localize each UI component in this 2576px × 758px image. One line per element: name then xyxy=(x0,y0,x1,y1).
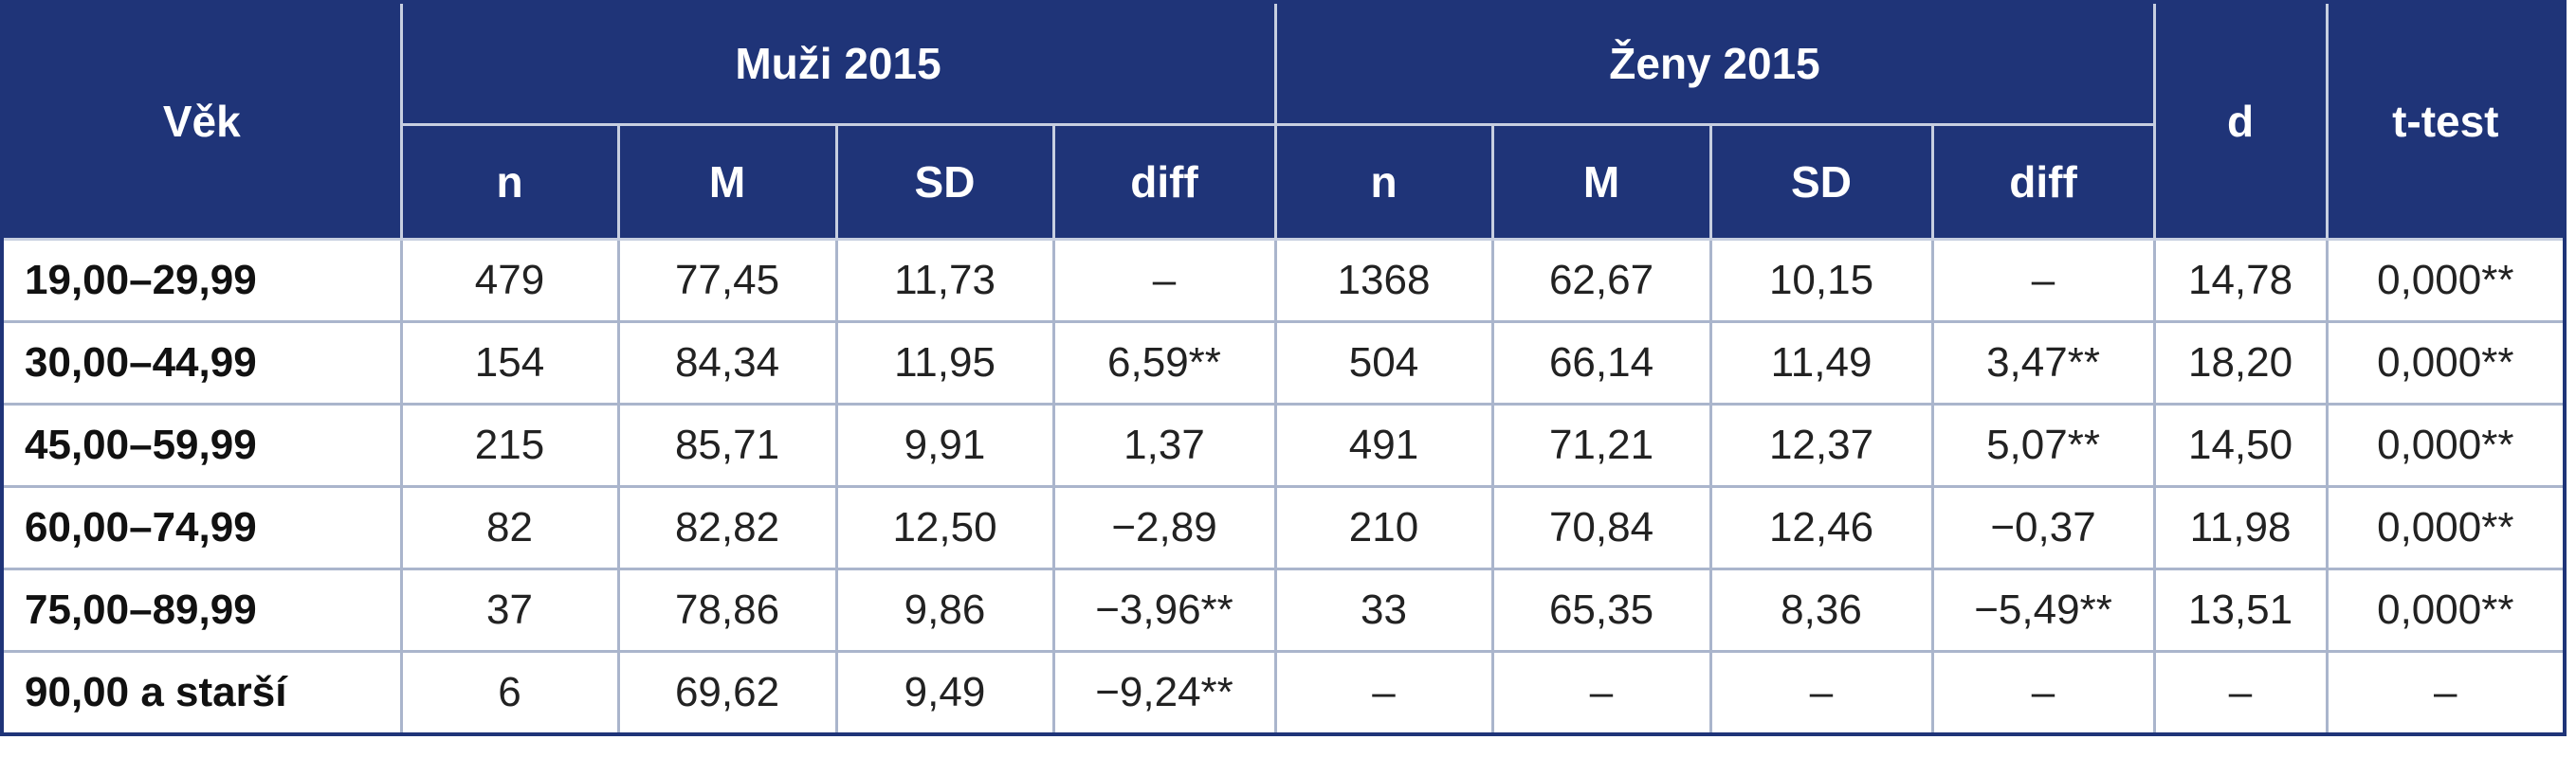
value-cell: 12,46 xyxy=(1708,485,1934,570)
value-cell: – xyxy=(1051,238,1277,323)
age-cell: 60,00–74,99 xyxy=(0,485,403,570)
value-cell: – xyxy=(1273,650,1494,736)
column-header: diff xyxy=(1051,123,1277,241)
value-cell: 12,50 xyxy=(834,485,1055,570)
value-cell: −9,24** xyxy=(1051,650,1277,736)
value-cell: 0,000** xyxy=(2325,320,2567,406)
column-header: M xyxy=(1490,123,1712,241)
value-cell: 0,000** xyxy=(2325,485,2567,570)
value-cell: – xyxy=(1708,650,1934,736)
value-cell: 5,07** xyxy=(1930,403,2156,488)
value-cell: 11,73 xyxy=(834,238,1055,323)
value-cell: – xyxy=(1930,650,2156,736)
value-cell: – xyxy=(1490,650,1712,736)
value-cell: 12,37 xyxy=(1708,403,1934,488)
value-cell: 69,62 xyxy=(616,650,838,736)
value-cell: 66,14 xyxy=(1490,320,1712,406)
value-cell: 3,47** xyxy=(1930,320,2156,406)
column-header: SD xyxy=(1708,123,1934,241)
column-header: n xyxy=(1273,123,1494,241)
age-cell: 19,00–29,99 xyxy=(0,238,403,323)
value-cell: 6,59** xyxy=(1051,320,1277,406)
table-body: 19,00–29,99 479 77,45 11,73–1368 62,67 10,15–… xyxy=(0,238,2567,736)
age-cell: 45,00–59,99 xyxy=(0,403,403,488)
value-cell: 82 xyxy=(399,485,620,570)
subheader-row: n M SD diff n M SD diff xyxy=(2,123,2565,241)
value-cell: 9,91 xyxy=(834,403,1055,488)
results-table: Věk Muži 2015 Ženy 2015 d t-test n M SD diff n M… xyxy=(0,0,2567,736)
value-cell: 70,84 xyxy=(1490,485,1712,570)
value-cell: 18,20 xyxy=(2152,320,2329,406)
table-row: 90,00 a starší 6 69,62 9,49 −9,24** – – – – – – xyxy=(0,650,2567,736)
value-cell: – xyxy=(2325,650,2567,736)
value-cell: 11,98 xyxy=(2152,485,2329,570)
table-row: 60,00–74,99 82 82,82 12,50 −2,89 210 70,84 12,4… xyxy=(0,485,2567,570)
value-cell: 0,000** xyxy=(2325,238,2567,323)
value-cell: 14,78 xyxy=(2152,238,2329,323)
table-row: 75,00–89,99 37 78,86 9,86 −3,96** 33 65,35 8,36… xyxy=(0,568,2567,653)
age-cell: 90,00 a starší xyxy=(0,650,403,736)
value-cell: 210 xyxy=(1273,485,1494,570)
value-cell: 9,49 xyxy=(834,650,1055,736)
value-cell: 0,000** xyxy=(2325,568,2567,653)
value-cell: 71,21 xyxy=(1490,403,1712,488)
value-cell: 491 xyxy=(1273,403,1494,488)
column-header: n xyxy=(399,123,620,241)
value-cell: 84,34 xyxy=(616,320,838,406)
age-cell: 30,00–44,99 xyxy=(0,320,403,406)
value-cell: 9,86 xyxy=(834,568,1055,653)
value-cell: 215 xyxy=(399,403,620,488)
value-cell: 11,95 xyxy=(834,320,1055,406)
value-cell: 85,71 xyxy=(616,403,838,488)
value-cell: 1,37 xyxy=(1051,403,1277,488)
value-cell: – xyxy=(2152,650,2329,736)
table-row: 30,00–44,99 154 84,34 11,95 6,59** 504 66,14 11… xyxy=(0,320,2567,406)
value-cell: 65,35 xyxy=(1490,568,1712,653)
value-cell: −3,96** xyxy=(1051,568,1277,653)
value-cell: 37 xyxy=(399,568,620,653)
value-cell: 0,000** xyxy=(2325,403,2567,488)
age-header: Věk xyxy=(0,0,403,241)
value-cell: −0,37 xyxy=(1930,485,2156,570)
value-cell: – xyxy=(1930,238,2156,323)
group-header: Ženy 2015 xyxy=(1273,0,2156,126)
value-cell: 8,36 xyxy=(1708,568,1934,653)
column-header: M xyxy=(616,123,838,241)
value-cell: 82,82 xyxy=(616,485,838,570)
value-cell: 62,67 xyxy=(1490,238,1712,323)
value-cell: −5,49** xyxy=(1930,568,2156,653)
column-header: SD xyxy=(834,123,1055,241)
table-row: 45,00–59,99 215 85,71 9,91 1,37 491 71,21 12,37… xyxy=(0,403,2567,488)
value-cell: 1368 xyxy=(1273,238,1494,323)
value-cell: 154 xyxy=(399,320,620,406)
value-cell: 77,45 xyxy=(616,238,838,323)
value-cell: 14,50 xyxy=(2152,403,2329,488)
table-row: 19,00–29,99 479 77,45 11,73–1368 62,67 10,15–… xyxy=(0,238,2567,323)
value-cell: 479 xyxy=(399,238,620,323)
ttest-header: t-test xyxy=(2325,0,2567,241)
column-header: diff xyxy=(1930,123,2156,241)
value-cell: 78,86 xyxy=(616,568,838,653)
value-cell: 504 xyxy=(1273,320,1494,406)
value-cell: 11,49 xyxy=(1708,320,1934,406)
value-cell: 10,15 xyxy=(1708,238,1934,323)
value-cell: 13,51 xyxy=(2152,568,2329,653)
value-cell: 33 xyxy=(1273,568,1494,653)
header-row: Věk Muži 2015 Ženy 2015 d t-test xyxy=(0,0,2567,241)
group-header: Muži 2015 xyxy=(399,0,1277,126)
value-cell: 6 xyxy=(399,650,620,736)
d-header: d xyxy=(2152,0,2329,241)
age-cell: 75,00–89,99 xyxy=(0,568,403,653)
value-cell: −2,89 xyxy=(1051,485,1277,570)
